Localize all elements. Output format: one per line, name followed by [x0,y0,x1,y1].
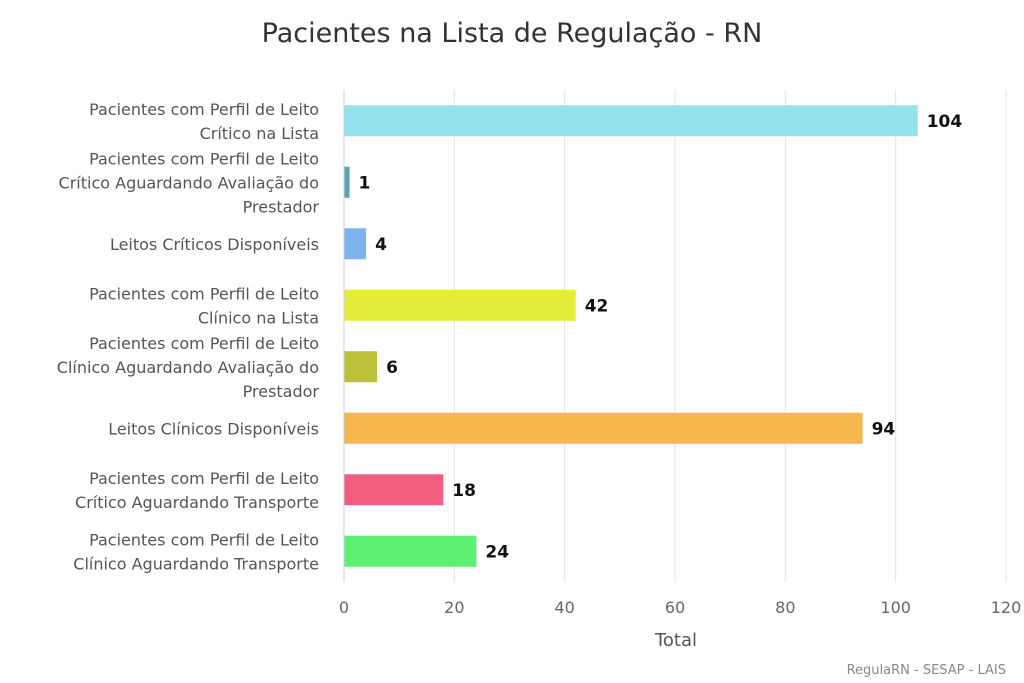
bar[interactable] [344,289,576,321]
bar[interactable] [344,166,350,198]
x-tick-label: 20 [444,598,464,617]
category-label: Pacientes com Perfil de Leito Crítico na … [89,100,319,143]
bar[interactable] [344,105,918,137]
x-tick-label: 100 [880,598,911,617]
chart-title: Pacientes na Lista de Regulação - RN [262,18,763,49]
bar[interactable] [344,351,378,383]
category-label: Leitos Críticos Disponíveis [110,235,319,254]
data-label: 6 [386,358,398,378]
x-tick-label: 0 [339,598,349,617]
bar[interactable] [344,474,444,506]
category-label: Pacientes com Perfil de Leito Crítico Agu… [75,469,319,512]
data-label: 1 [359,173,371,193]
grid-lines [453,90,1007,582]
category-label: Pacientes com Perfil de Leito Crítico Agu… [59,149,320,216]
x-tick-label: 120 [991,598,1022,617]
category-label: Pacientes com Perfil de Leito Clínico Agu… [57,334,320,401]
data-label: 104 [927,112,963,132]
x-axis-ticks: 0 20 40 60 80 100 120 [339,598,1021,617]
bar[interactable] [344,412,863,444]
bar[interactable] [344,228,367,260]
credits-text[interactable]: RegulaRN - SESAP - LAIS [847,663,1006,678]
data-label: 94 [872,419,896,439]
bars: 104 1 4 42 6 94 18 24 [344,105,962,567]
x-axis-title: Total [654,630,697,651]
x-tick-label: 80 [775,598,795,617]
x-tick-label: 40 [554,598,574,617]
data-label: 4 [375,235,387,255]
category-label: Pacientes com Perfil de Leito Clínico Agu… [73,530,319,573]
data-label: 24 [485,542,509,562]
category-labels: Pacientes com Perfil de Leito Crítico na … [57,100,320,574]
data-label: 42 [585,296,609,316]
bar[interactable] [344,535,477,567]
category-label: Pacientes com Perfil de Leito Clínico na … [89,284,319,327]
data-label: 18 [452,481,476,501]
x-tick-label: 60 [665,598,685,617]
category-label: Leitos Clínicos Disponíveis [108,419,319,438]
